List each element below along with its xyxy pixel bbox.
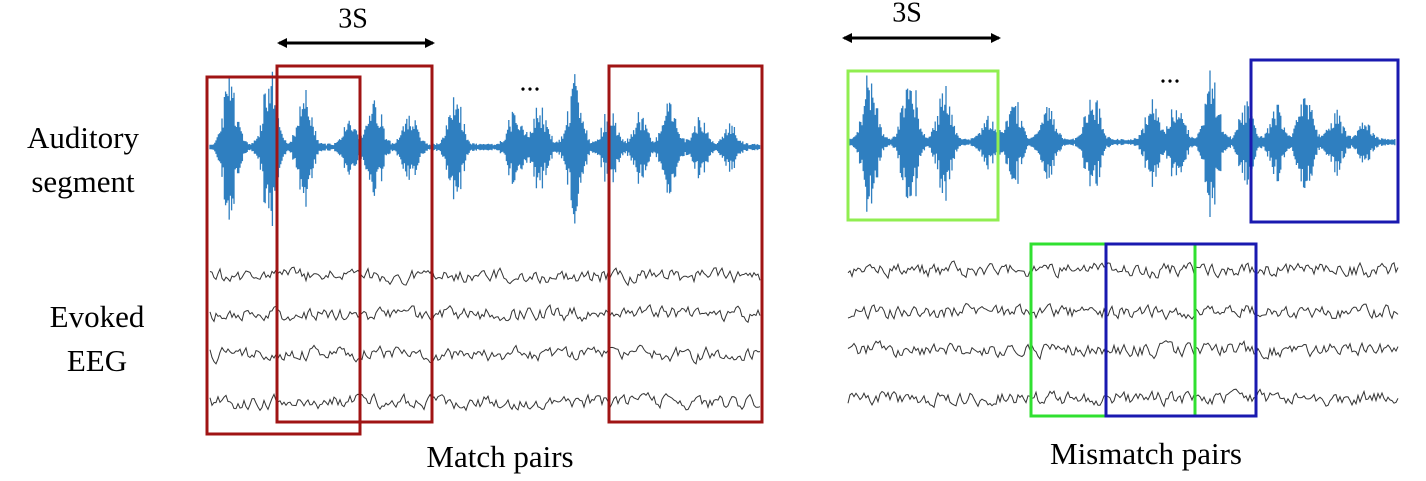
segment-box [607,64,764,424]
boxes [205,58,1400,436]
eeg-label: EEG [67,343,127,378]
segment-box [205,75,362,436]
caption: Mismatch pairs [1050,436,1242,471]
waveforms [209,70,1399,412]
eeg-trace [847,340,1399,361]
duration-label: 3S [338,3,368,34]
ellipsis: ... [520,66,541,97]
eeg-label: Evoked [50,299,145,334]
caption: Match pairs [426,439,573,474]
eeg-trace [847,302,1399,321]
audio-waveform [209,71,761,226]
audio-waveform [849,70,1396,217]
audio-label: Auditory [27,120,139,155]
segment-box [275,64,434,424]
segment-box [846,69,1000,222]
eeg-trace [209,266,761,287]
segment-box [1104,242,1258,418]
eeg-trace [847,388,1399,409]
eeg-trace [209,391,761,412]
duration-label: 3S [892,0,922,28]
eeg-trace [209,303,761,324]
audio-label: segment [31,164,135,199]
eeg-trace [847,260,1399,280]
ellipsis: ... [1160,58,1181,89]
segment-box [1249,58,1400,224]
eeg-trace [209,344,761,365]
